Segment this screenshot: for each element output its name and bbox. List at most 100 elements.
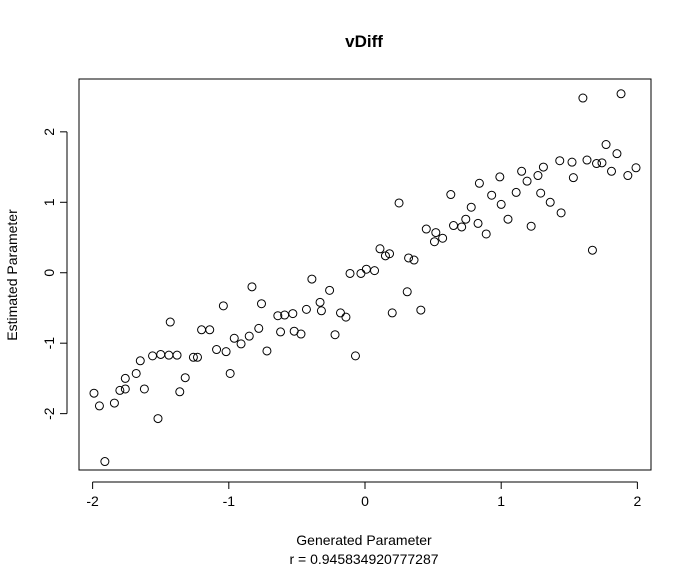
- data-point: [481, 229, 491, 239]
- data-point: [375, 244, 385, 254]
- x-tick-label: -1: [223, 493, 236, 509]
- data-point: [582, 155, 592, 165]
- data-point: [307, 274, 317, 284]
- data-point: [438, 233, 448, 243]
- data-point: [404, 253, 414, 263]
- data-point: [247, 282, 257, 292]
- data-point: [421, 224, 431, 234]
- data-point: [165, 317, 175, 327]
- data-point: [135, 356, 145, 366]
- x-tick-label: 0: [361, 493, 369, 509]
- data-point: [416, 305, 426, 315]
- data-point: [164, 350, 174, 360]
- data-point: [288, 309, 298, 319]
- data-point: [325, 285, 335, 295]
- data-point: [139, 384, 149, 394]
- data-point: [607, 166, 617, 176]
- data-point: [276, 327, 286, 337]
- data-point: [256, 299, 266, 309]
- data-point: [545, 197, 555, 207]
- data-point: [568, 173, 578, 183]
- data-point: [612, 149, 622, 159]
- data-point: [385, 249, 395, 259]
- data-point: [115, 385, 125, 395]
- data-point: [221, 347, 231, 357]
- data-point: [402, 287, 412, 297]
- data-point: [212, 345, 222, 355]
- data-point: [496, 199, 506, 209]
- data-point: [197, 325, 207, 335]
- data-point: [244, 331, 254, 341]
- chart-title: vDiff: [345, 32, 383, 51]
- data-point: [597, 158, 607, 168]
- data-point: [330, 330, 340, 340]
- data-point: [345, 268, 355, 278]
- data-point: [394, 198, 404, 208]
- data-point: [536, 188, 546, 198]
- data-point: [301, 304, 311, 314]
- data-point: [487, 190, 497, 200]
- data-point: [205, 325, 215, 335]
- data-point: [335, 308, 345, 318]
- data-point: [538, 162, 548, 172]
- x-tick-label: 1: [497, 493, 505, 509]
- data-point: [473, 218, 483, 228]
- y-tick-label: 0: [41, 269, 57, 277]
- plot-frame: [78, 78, 652, 471]
- data-points: [89, 89, 641, 467]
- data-point: [94, 401, 104, 411]
- data-point: [556, 208, 566, 218]
- correlation-label: r = 0.945834920777287: [289, 551, 438, 567]
- data-point: [578, 93, 588, 103]
- data-point: [555, 156, 565, 166]
- data-point: [225, 368, 235, 378]
- data-point: [495, 172, 505, 182]
- data-point: [148, 351, 158, 361]
- x-axis-label: Generated Parameter: [296, 532, 432, 548]
- data-point: [109, 398, 119, 408]
- data-point: [449, 221, 459, 231]
- data-point: [466, 202, 476, 212]
- data-point: [503, 214, 513, 224]
- data-point: [601, 140, 611, 150]
- data-point: [262, 346, 272, 356]
- data-point: [296, 329, 306, 339]
- data-point: [461, 214, 471, 224]
- data-point: [429, 237, 439, 247]
- data-point: [218, 301, 228, 311]
- data-point: [446, 190, 456, 200]
- data-point: [273, 311, 283, 321]
- x-tick-label: -2: [86, 493, 99, 509]
- data-point: [229, 333, 239, 343]
- data-point: [89, 388, 99, 398]
- data-point: [316, 306, 326, 316]
- data-point: [120, 384, 130, 394]
- data-point: [623, 171, 633, 181]
- data-point: [409, 255, 419, 265]
- data-point: [356, 268, 366, 278]
- data-point: [236, 339, 246, 349]
- y-axis-label: Estimated Parameter: [4, 209, 20, 341]
- data-point: [592, 159, 602, 169]
- data-point: [100, 457, 110, 467]
- data-point: [474, 178, 484, 188]
- data-point: [192, 352, 202, 362]
- data-point: [153, 414, 163, 424]
- y-tick-label: -1: [41, 337, 57, 350]
- data-point: [522, 176, 532, 186]
- data-point: [254, 323, 264, 333]
- data-point: [370, 266, 380, 276]
- data-point: [587, 245, 597, 255]
- data-point: [533, 171, 543, 181]
- data-point: [616, 89, 626, 99]
- data-point: [315, 297, 325, 307]
- data-point: [156, 349, 166, 359]
- data-point: [517, 166, 527, 176]
- data-point: [526, 221, 536, 231]
- data-point: [172, 350, 182, 360]
- x-axis: -2 -1 0 1 2: [86, 481, 641, 509]
- data-point: [387, 308, 397, 318]
- y-tick-label: 1: [41, 198, 57, 206]
- data-point: [361, 264, 371, 274]
